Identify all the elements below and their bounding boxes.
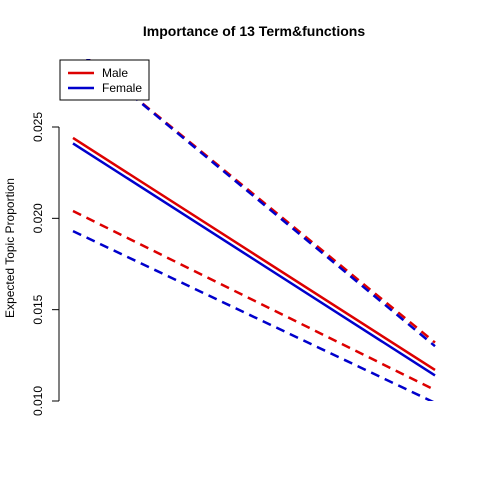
y-tick-label: 0.010 <box>31 386 45 416</box>
series-line-4-dashed <box>72 209 436 392</box>
y-tick-label: 0.020 <box>31 203 45 233</box>
y-axis-label: Expected Topic Proportion <box>3 178 17 318</box>
series-line-5-dashed <box>72 229 435 401</box>
chart-title: Importance of 13 Term&functions <box>143 23 365 39</box>
legend: Male Female <box>59 59 150 101</box>
legend-label-male: Male <box>102 66 128 80</box>
y-tick-label: 0.015 <box>31 294 45 324</box>
legend-label-female: Female <box>102 81 142 95</box>
legend-box <box>59 59 150 101</box>
y-tick-label: 0.025 <box>31 112 45 142</box>
y-axis: 0.010 0.015 0.020 0.025 <box>31 112 60 416</box>
series-line-1 <box>72 142 436 377</box>
series-line-0 <box>72 136 436 371</box>
